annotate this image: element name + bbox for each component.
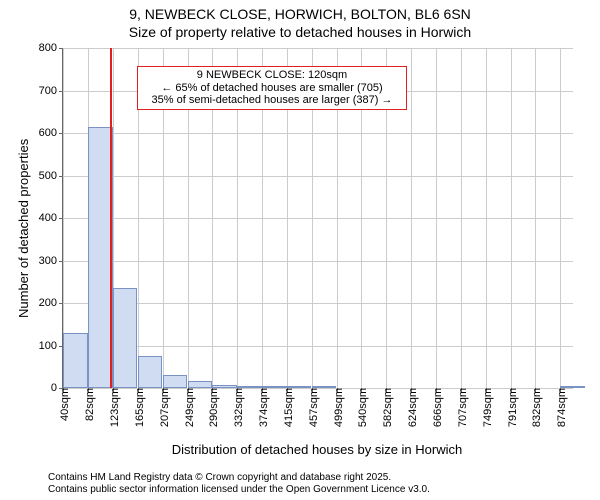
histogram-bar [560, 386, 585, 388]
y-axis-label: Number of detached properties [16, 139, 31, 318]
x-tick-label: 207sqm [155, 388, 171, 427]
gridline-v [511, 48, 512, 388]
x-tick-label: 332sqm [229, 388, 245, 427]
y-tick-label: 300 [39, 255, 63, 267]
histogram-bar [287, 386, 312, 388]
annotation-line: 9 NEWBECK CLOSE: 120sqm [142, 69, 402, 82]
gridline-h [63, 133, 573, 134]
gridline-h [63, 176, 573, 177]
x-tick-label: 666sqm [428, 388, 444, 427]
x-tick-label: 874sqm [552, 388, 568, 427]
footer-attribution: Contains HM Land Registry data © Crown c… [0, 472, 430, 496]
gridline-h [63, 346, 573, 347]
gridline-h [63, 218, 573, 219]
histogram-bar [138, 356, 163, 388]
y-tick-label: 500 [39, 170, 63, 182]
y-tick-label: 700 [39, 85, 63, 97]
gridline-v [560, 48, 561, 388]
y-tick-label: 100 [39, 340, 63, 352]
gridline-v [461, 48, 462, 388]
x-tick-label: 123sqm [105, 388, 121, 427]
y-tick-label: 200 [39, 297, 63, 309]
histogram-bar [113, 288, 138, 388]
x-axis-label: Distribution of detached houses by size … [62, 442, 572, 457]
histogram-bar [63, 333, 88, 388]
x-tick-label: 415sqm [279, 388, 295, 427]
annotation-line: ← 65% of detached houses are smaller (70… [142, 82, 402, 95]
reference-line [110, 48, 112, 388]
histogram-bar [163, 375, 188, 388]
x-tick-label: 249sqm [180, 388, 196, 427]
gridline-v [486, 48, 487, 388]
gridline-h [63, 48, 573, 49]
x-tick-label: 82sqm [80, 388, 96, 421]
figure: 9, NEWBECK CLOSE, HORWICH, BOLTON, BL6 6… [0, 0, 600, 500]
gridline-v [436, 48, 437, 388]
x-tick-label: 499sqm [329, 388, 345, 427]
histogram-bar [312, 386, 337, 388]
histogram-bar [237, 386, 262, 388]
title-line-2: Size of property relative to detached ho… [0, 24, 600, 42]
gridline-h [63, 261, 573, 262]
x-tick-label: 374sqm [254, 388, 270, 427]
annotation-line: 35% of semi-detached houses are larger (… [142, 94, 402, 107]
x-tick-label: 457sqm [304, 388, 320, 427]
x-tick-label: 540sqm [353, 388, 369, 427]
x-tick-label: 832sqm [527, 388, 543, 427]
x-tick-label: 749sqm [478, 388, 494, 427]
x-tick-label: 40sqm [55, 388, 71, 421]
histogram-bar [262, 386, 287, 388]
histogram-bar [188, 381, 213, 388]
x-tick-label: 624sqm [403, 388, 419, 427]
y-tick-label: 400 [39, 212, 63, 224]
gridline-h [63, 303, 573, 304]
x-tick-label: 791sqm [503, 388, 519, 427]
footer-line-2: Contains public sector information licen… [48, 484, 430, 496]
annotation-box: 9 NEWBECK CLOSE: 120sqm← 65% of detached… [137, 66, 407, 110]
histogram-bar [212, 385, 237, 388]
plot-area: 010020030040050060070080040sqm82sqm123sq… [62, 48, 573, 389]
x-tick-label: 582sqm [378, 388, 394, 427]
x-tick-label: 707sqm [453, 388, 469, 427]
y-tick-label: 600 [39, 127, 63, 139]
y-tick-label: 800 [39, 42, 63, 54]
x-tick-label: 165sqm [130, 388, 146, 427]
title-line-1: 9, NEWBECK CLOSE, HORWICH, BOLTON, BL6 6… [0, 0, 600, 24]
gridline-v [411, 48, 412, 388]
footer-line-1: Contains HM Land Registry data © Crown c… [48, 472, 430, 484]
gridline-v [535, 48, 536, 388]
x-tick-label: 290sqm [204, 388, 220, 427]
